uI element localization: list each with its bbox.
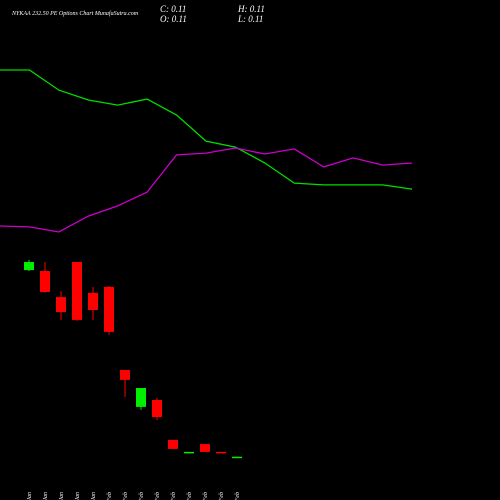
candle-body: [232, 456, 242, 459]
candle-body: [104, 286, 114, 332]
candle-body: [40, 271, 50, 292]
x-tick-label: 28 Jan: [59, 492, 65, 500]
x-tick-label: 11 Feb: [203, 492, 209, 500]
candle-body: [216, 451, 226, 454]
candle-body: [136, 388, 146, 407]
x-tick-label: 12 Feb: [219, 492, 225, 500]
indicator-line: [0, 69, 413, 190]
x-tick-label: 01 Feb: [107, 492, 113, 500]
chart-title: NYKAA 232.50 PE Options Chart MunafaSutr…: [11, 10, 139, 17]
indicator-line: [0, 147, 413, 233]
candle-body: [200, 444, 210, 452]
x-tick-label: 13 Feb: [235, 492, 241, 500]
candle-body: [88, 292, 98, 310]
x-tick-label: 03 Feb: [123, 492, 129, 500]
x-tick-label: 29 Jan: [75, 492, 81, 500]
x-tick-label: 10 Feb: [187, 492, 193, 500]
candle-body: [24, 262, 34, 271]
ohlc-label: O: 0.11: [160, 14, 187, 24]
candle-body: [152, 400, 162, 418]
candle-body: [72, 262, 82, 320]
x-tick-label: 23 Jan: [27, 492, 33, 500]
candle-body: [168, 439, 178, 449]
ohlc-label: C: 0.11: [160, 4, 186, 14]
x-tick-label: 04 Feb: [138, 492, 145, 500]
candle-body: [56, 297, 66, 313]
x-tick-label: 05 Feb: [155, 492, 161, 500]
ohlc-label: L: 0.11: [237, 14, 263, 24]
candle-body: [120, 370, 130, 380]
candle-body: [184, 451, 194, 454]
x-tick-label: 30 Jan: [91, 492, 97, 500]
ohlc-label: H: 0.11: [237, 4, 265, 14]
x-tick-label: 06 Feb: [171, 492, 177, 500]
x-tick-label: 27 Jan: [43, 492, 49, 500]
